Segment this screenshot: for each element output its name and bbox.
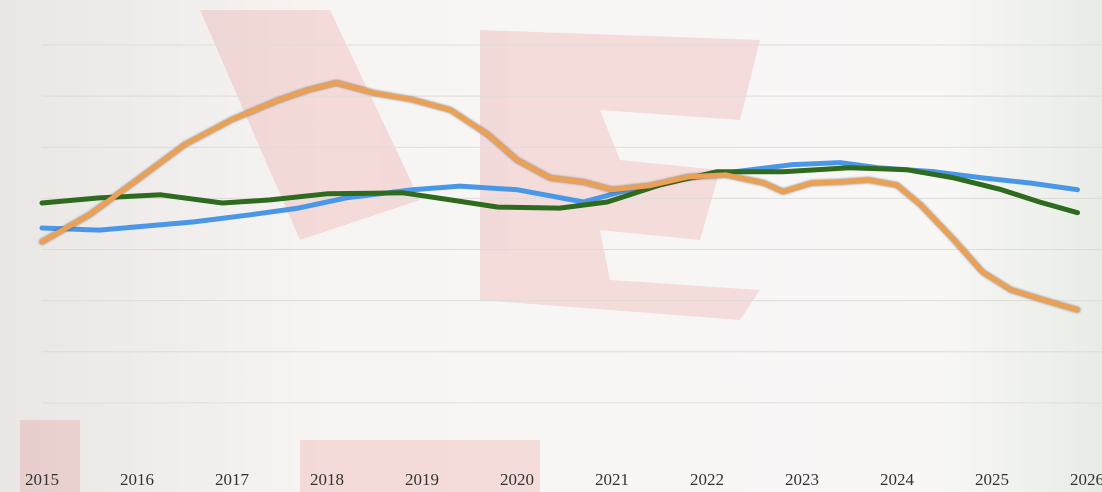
x-tick-label: 2021: [595, 470, 629, 489]
x-tick-label: 2018: [310, 470, 344, 489]
x-tick-label: 2017: [215, 470, 250, 489]
x-tick-label: 2016: [120, 470, 154, 489]
chart: 2015 2016 2017 2018 2019 2020 2021 2022 2023 2024…: [0, 0, 1102, 492]
x-tick-label: 2023: [785, 470, 819, 489]
x-tick-label: 2019: [405, 470, 439, 489]
x-tick-label: 2020: [500, 470, 534, 489]
page: {"chart_data": { "type": "line", "x": nu…: [0, 0, 1102, 492]
x-tick-label: 2024: [880, 470, 915, 489]
x-tick-label: 2026: [1070, 470, 1102, 489]
x-tick-label: 2015: [25, 470, 59, 489]
x-tick-label: 2022: [690, 470, 724, 489]
x-tick-label: 2025: [975, 470, 1009, 489]
